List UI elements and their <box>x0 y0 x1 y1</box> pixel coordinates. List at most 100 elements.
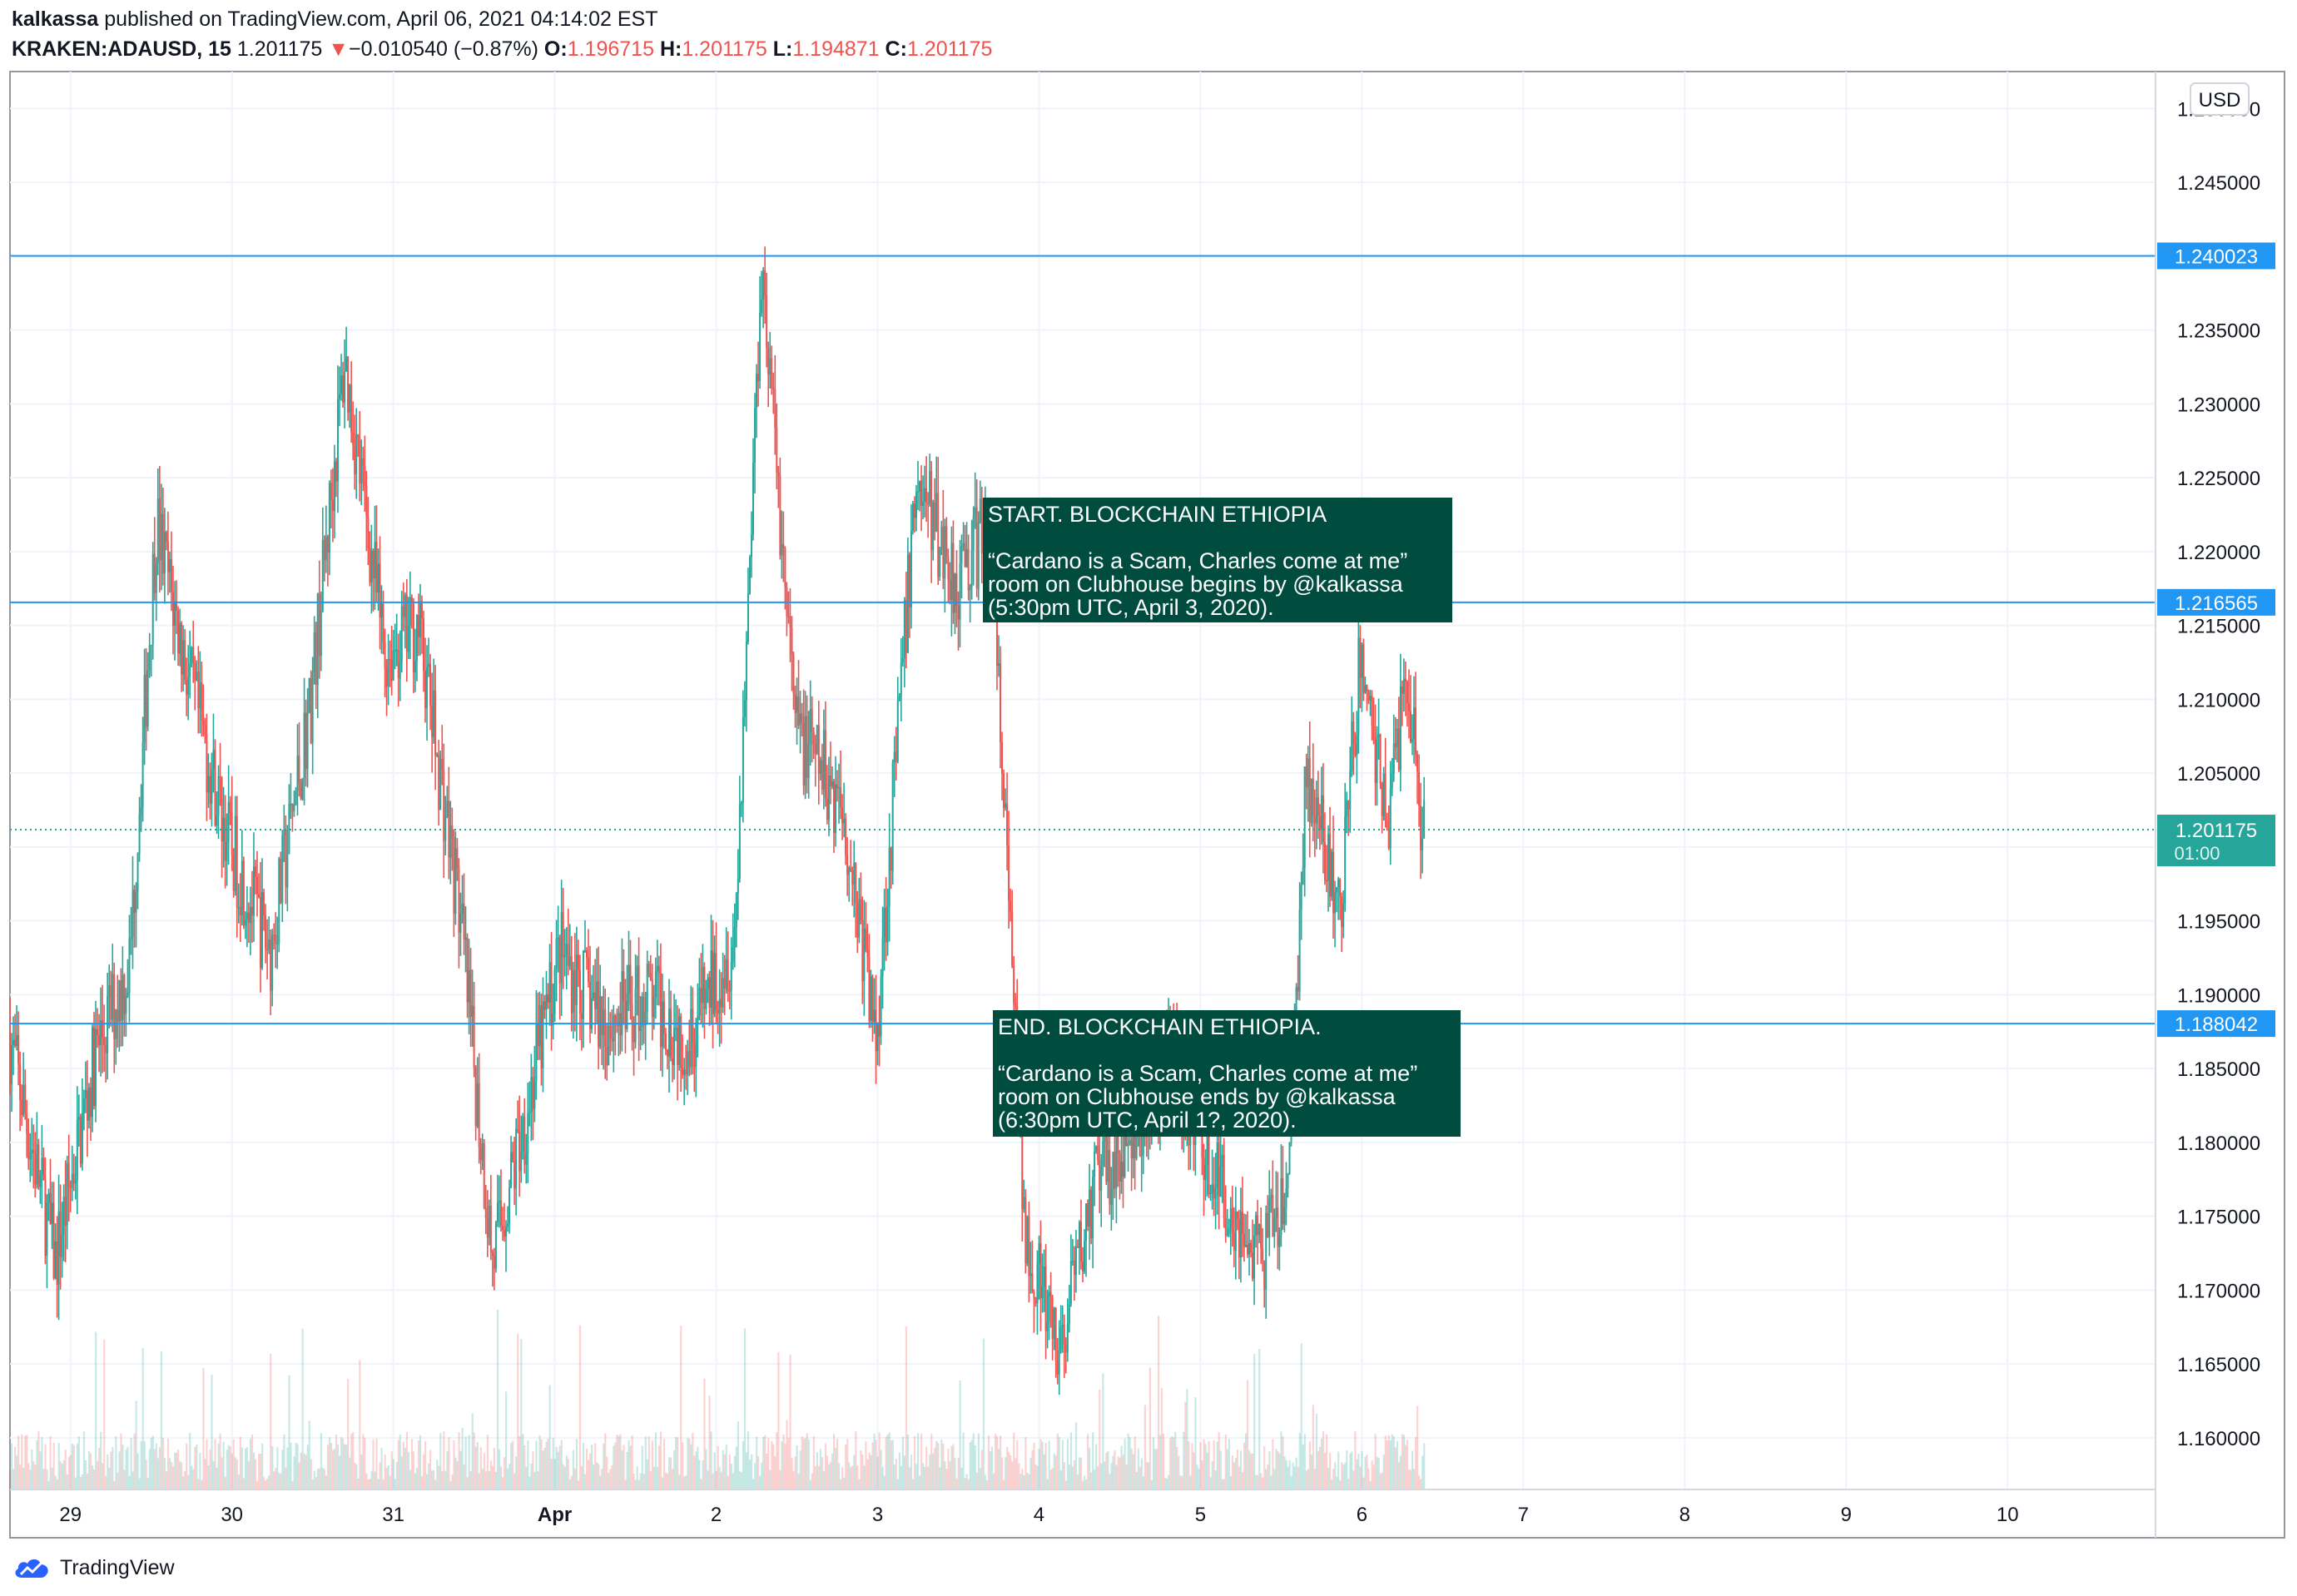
candle-body <box>320 610 322 656</box>
candle-body <box>1371 696 1373 726</box>
annotation-end[interactable]: END. BLOCKCHAIN ETHIOPIA. “Cardano is a … <box>993 1010 1461 1137</box>
volume-bar <box>219 1433 221 1489</box>
volume-bar <box>354 1462 356 1489</box>
volume-bar <box>246 1447 249 1489</box>
volume-bar <box>1135 1472 1138 1489</box>
time-tick-label: 5 <box>1195 1504 1206 1526</box>
volume-bar <box>56 1479 58 1489</box>
volume-bar <box>1110 1463 1113 1489</box>
volume-bar <box>1331 1479 1333 1489</box>
volume-bar <box>1267 1464 1269 1489</box>
volume-bar <box>320 1433 322 1489</box>
candle-body <box>39 1175 42 1187</box>
volume-bar <box>522 1434 524 1489</box>
candle-body <box>156 498 159 564</box>
candle-body <box>784 548 786 588</box>
candle-body <box>771 358 773 389</box>
volume-bar <box>1059 1470 1062 1489</box>
candle-body <box>821 760 823 791</box>
candle-body <box>1100 1166 1103 1191</box>
symbol-name[interactable]: KRAKEN:ADAUSD, 15 <box>12 37 231 61</box>
volume-bar <box>713 1452 716 1489</box>
volume-bar <box>1367 1468 1370 1489</box>
volume-bar <box>156 1458 159 1489</box>
candle-body <box>1257 1215 1259 1236</box>
volume-bar <box>1308 1441 1311 1489</box>
candle-body <box>609 1025 612 1038</box>
volume-bar <box>1226 1449 1228 1489</box>
volume-bar <box>66 1474 68 1489</box>
volume-bar <box>1320 1438 1323 1489</box>
candle-body <box>428 663 430 667</box>
candle-body <box>642 996 645 1026</box>
candle-body <box>618 1013 620 1027</box>
candle-body <box>1288 1142 1291 1174</box>
volume-bar <box>1218 1432 1220 1489</box>
volume-bar <box>742 1440 745 1489</box>
volume-bar <box>1102 1373 1104 1489</box>
candle-body <box>1127 1143 1129 1147</box>
volume-bar <box>481 1469 484 1489</box>
candle-body <box>567 944 569 966</box>
candle-body <box>806 716 808 778</box>
volume-bar <box>471 1413 474 1489</box>
volume-bar <box>1295 1457 1297 1489</box>
volume-bar <box>426 1474 429 1489</box>
volume-bar <box>120 1433 122 1489</box>
volume-bar <box>855 1431 857 1489</box>
volume-bar <box>642 1474 645 1489</box>
volume-bar <box>1163 1477 1167 1489</box>
candle-body <box>1011 911 1014 966</box>
volume-bar <box>1051 1468 1054 1489</box>
candle-body <box>678 1016 681 1065</box>
volume-bar <box>469 1470 472 1489</box>
candle-body <box>69 1186 72 1188</box>
candle-body <box>772 388 775 390</box>
volume-bar <box>1317 1450 1320 1489</box>
volume-bar <box>1208 1441 1210 1489</box>
volume-bar <box>606 1456 608 1489</box>
candle-body <box>752 463 755 535</box>
candle-body <box>473 1005 475 1068</box>
volume-bar <box>962 1432 965 1489</box>
candle-body <box>552 1014 554 1026</box>
candle-body <box>1221 1154 1223 1167</box>
annotation-start[interactable]: START. BLOCKCHAIN ETHIOPIA “Cardano is a… <box>983 498 1452 622</box>
volume-bar <box>644 1436 647 1489</box>
candle-body <box>1347 800 1350 810</box>
candle-body <box>718 999 721 1014</box>
volume-bar <box>281 1450 284 1489</box>
candle-body <box>598 981 600 1047</box>
candle-body <box>1053 1308 1055 1339</box>
author-name[interactable]: kalkassa <box>12 7 99 31</box>
volume-bar <box>545 1441 548 1489</box>
candle-body <box>543 1001 546 1010</box>
candle-body <box>202 720 205 726</box>
candle-body <box>415 614 418 662</box>
volume-bar <box>349 1457 351 1489</box>
candlestick-series <box>9 246 1426 1395</box>
volume-bar <box>192 1469 195 1489</box>
time-axis[interactable]: 29 30 31 Apr 2 3 4 5 6 7 8 9 10 <box>59 1504 2018 1526</box>
candle-body <box>945 526 948 557</box>
volume-bar <box>761 1462 763 1489</box>
candle-body <box>875 1009 877 1051</box>
volume-bar <box>829 1461 832 1489</box>
volume-bar <box>313 1470 315 1489</box>
volume-bar <box>1224 1434 1227 1489</box>
candle-body <box>583 950 586 952</box>
volume-bar <box>1033 1442 1035 1489</box>
candle-body <box>273 934 275 936</box>
volume-bar <box>77 1436 81 1489</box>
candle-body <box>420 601 423 619</box>
candle-body <box>148 646 151 671</box>
candle-body <box>468 969 470 1003</box>
volume-bar <box>616 1435 618 1489</box>
candle-body <box>438 754 440 810</box>
tradingview-logo[interactable]: TradingView <box>13 1553 175 1583</box>
candle-body <box>168 559 171 572</box>
currency-button[interactable]: USD <box>2190 82 2250 116</box>
volume-bar <box>1209 1477 1212 1489</box>
volume-bar <box>1158 1435 1162 1489</box>
